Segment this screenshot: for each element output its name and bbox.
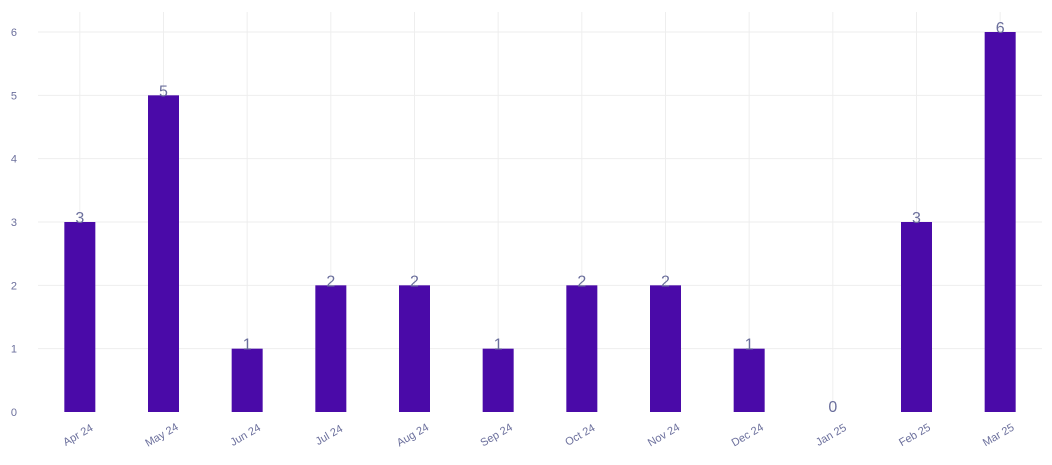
data-label: 2	[410, 273, 419, 290]
x-tick-label: Sep 24	[479, 421, 515, 449]
data-label: 3	[912, 210, 921, 227]
x-tick-label: Mar 25	[981, 422, 1017, 450]
y-tick-label: 1	[11, 344, 17, 356]
y-tick-label: 6	[11, 27, 17, 39]
data-label: 0	[828, 399, 837, 416]
data-label: 1	[745, 337, 754, 354]
bar-nov-24[interactable]	[650, 285, 681, 412]
data-label: 2	[326, 273, 335, 290]
bar-feb-25[interactable]	[901, 222, 932, 412]
y-tick-label: 4	[11, 154, 17, 166]
data-label: 5	[159, 83, 168, 100]
x-tick-label: Dec 24	[730, 421, 766, 449]
y-tick-label: 3	[11, 217, 17, 229]
y-tick-label: 2	[11, 280, 17, 292]
data-label: 3	[75, 210, 84, 227]
data-label: 2	[577, 273, 586, 290]
x-tick-label: Oct 24	[563, 422, 597, 449]
x-tick-label: Jun 24	[228, 422, 263, 449]
bar-aug-24[interactable]	[399, 285, 430, 412]
x-tick-label: Feb 25	[897, 422, 933, 450]
data-labels: 3 5 1 2 2 1 2 2 1 0 3 6	[75, 20, 1004, 416]
bar-jul-24[interactable]	[315, 285, 347, 412]
data-label: 2	[661, 273, 670, 290]
data-label: 6	[996, 20, 1005, 37]
data-label: 1	[494, 337, 503, 354]
bar-jun-24[interactable]	[231, 348, 263, 412]
bars	[64, 32, 1016, 412]
bar-sep-24[interactable]	[482, 348, 514, 412]
data-label: 1	[243, 337, 252, 354]
y-tick-label: 5	[11, 90, 17, 102]
x-tick-label: Jan 25	[814, 422, 849, 449]
x-tick-label: Apr 24	[61, 422, 95, 449]
bar-apr-24[interactable]	[64, 222, 96, 412]
y-tick-label: 0	[11, 407, 17, 419]
x-tick-label: Nov 24	[646, 421, 682, 449]
x-tick-label: May 24	[143, 421, 180, 449]
bar-mar-25[interactable]	[984, 32, 1016, 412]
bar-oct-24[interactable]	[566, 285, 598, 412]
x-tick-label: Aug 24	[395, 421, 431, 449]
x-tick-label: Jul 24	[314, 423, 345, 448]
gridlines	[38, 12, 1042, 412]
bar-dec-24[interactable]	[733, 348, 765, 412]
y-axis: 0 1 2 3 4 5 6	[11, 27, 17, 419]
bar-may-24[interactable]	[148, 95, 179, 412]
x-axis: Apr 24 May 24 Jun 24 Jul 24 Aug 24 Sep 24 Oct …	[61, 421, 1016, 449]
